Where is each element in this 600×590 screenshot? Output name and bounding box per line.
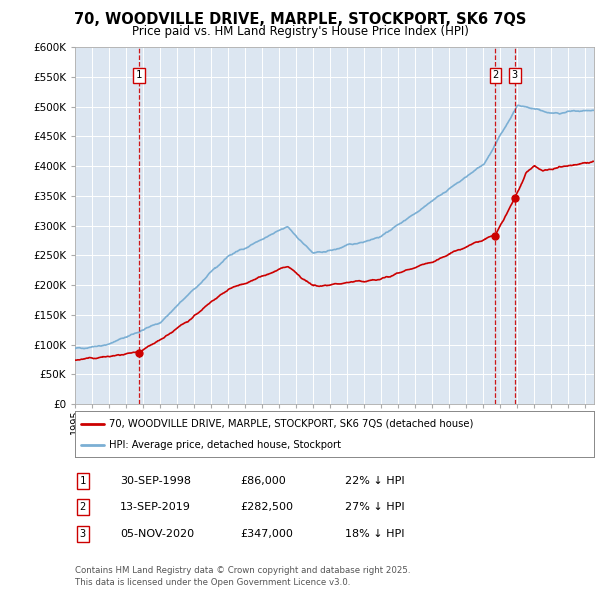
Text: 30-SEP-1998: 30-SEP-1998 bbox=[120, 476, 191, 486]
Text: £282,500: £282,500 bbox=[240, 503, 293, 512]
Text: 2: 2 bbox=[80, 503, 86, 512]
Text: 27% ↓ HPI: 27% ↓ HPI bbox=[345, 503, 404, 512]
Text: Contains HM Land Registry data © Crown copyright and database right 2025.
This d: Contains HM Land Registry data © Crown c… bbox=[75, 566, 410, 587]
Text: £347,000: £347,000 bbox=[240, 529, 293, 539]
Text: HPI: Average price, detached house, Stockport: HPI: Average price, detached house, Stoc… bbox=[109, 440, 341, 450]
Text: 3: 3 bbox=[80, 529, 86, 539]
Text: 13-SEP-2019: 13-SEP-2019 bbox=[120, 503, 191, 512]
Text: £86,000: £86,000 bbox=[240, 476, 286, 486]
Text: 70, WOODVILLE DRIVE, MARPLE, STOCKPORT, SK6 7QS: 70, WOODVILLE DRIVE, MARPLE, STOCKPORT, … bbox=[74, 12, 526, 27]
Text: 18% ↓ HPI: 18% ↓ HPI bbox=[345, 529, 404, 539]
Text: 2: 2 bbox=[492, 70, 499, 80]
Text: 05-NOV-2020: 05-NOV-2020 bbox=[120, 529, 194, 539]
Text: 22% ↓ HPI: 22% ↓ HPI bbox=[345, 476, 404, 486]
Text: Price paid vs. HM Land Registry's House Price Index (HPI): Price paid vs. HM Land Registry's House … bbox=[131, 25, 469, 38]
Text: 70, WOODVILLE DRIVE, MARPLE, STOCKPORT, SK6 7QS (detached house): 70, WOODVILLE DRIVE, MARPLE, STOCKPORT, … bbox=[109, 419, 473, 429]
Text: 3: 3 bbox=[512, 70, 518, 80]
Text: 1: 1 bbox=[136, 70, 142, 80]
Text: 1: 1 bbox=[80, 476, 86, 486]
